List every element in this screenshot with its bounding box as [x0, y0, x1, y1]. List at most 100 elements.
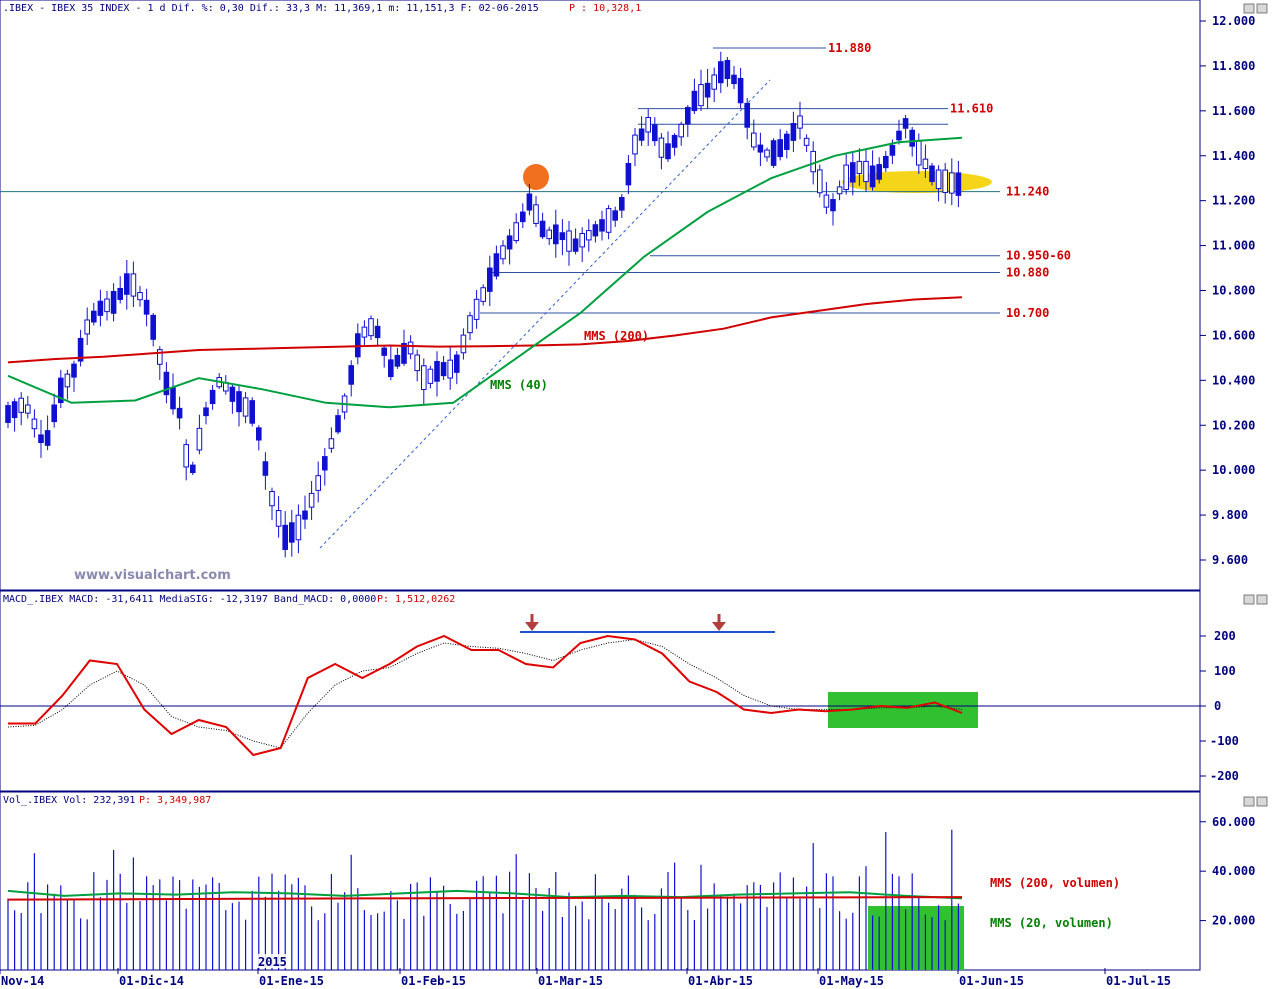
candle [110, 290, 117, 314]
minimize-button[interactable] [1243, 3, 1255, 14]
y-tick-label: 40.000 [1212, 864, 1255, 878]
y-tick-label: 60.000 [1212, 815, 1255, 829]
candle [883, 155, 889, 169]
candle [374, 325, 381, 339]
candle [203, 407, 209, 417]
y-tick-label: -200 [1210, 769, 1239, 783]
y-tick-label: 100 [1214, 664, 1236, 678]
candle [91, 310, 97, 323]
candle [704, 82, 711, 98]
candle [559, 232, 566, 241]
candle [731, 74, 737, 85]
candle [586, 230, 592, 241]
y-tick-label: 9.800 [1212, 508, 1248, 522]
candle [777, 139, 784, 158]
minimize-button[interactable] [1243, 796, 1255, 807]
candle [718, 61, 724, 84]
candle [176, 407, 183, 419]
candle [790, 123, 797, 141]
candle [454, 354, 460, 373]
candle [401, 342, 407, 364]
candle [421, 365, 427, 391]
candle [863, 160, 869, 183]
macd-header: MACD_.IBEX MACD: -31,6411 MediaSIG: -12,… [3, 594, 376, 605]
candle [553, 224, 559, 245]
candle [533, 204, 539, 224]
price-header: .IBEX - IBEX 35 INDEX - 1 d Dif. %: 0,30… [3, 3, 539, 14]
candle [757, 144, 764, 153]
candle [566, 230, 572, 252]
candle [764, 149, 770, 158]
candle [302, 510, 308, 520]
series-line [7, 136, 963, 409]
candle [724, 59, 731, 80]
candle [447, 359, 453, 379]
candle [520, 211, 526, 223]
candle [229, 386, 236, 402]
y-tick-label: 11.200 [1212, 194, 1255, 208]
candle [170, 387, 176, 410]
candle [361, 326, 368, 338]
maximize-button[interactable] [1256, 796, 1268, 807]
candle [770, 140, 777, 166]
candle [493, 253, 500, 277]
volume-header: Vol_.IBEX Vol: 232,391 [3, 795, 135, 806]
candle [737, 77, 744, 104]
candle [671, 134, 678, 148]
candle [242, 397, 249, 417]
maximize-button[interactable] [1256, 594, 1268, 605]
volume-ma20-label: MMS (20, volumen) [990, 916, 1113, 930]
candle [414, 354, 420, 372]
series-line [7, 896, 963, 901]
candle [348, 365, 354, 385]
candle [104, 298, 110, 313]
y-tick-label: -100 [1210, 734, 1239, 748]
candle [190, 464, 196, 474]
candle [322, 456, 328, 471]
candle [163, 371, 170, 396]
candle [407, 341, 414, 355]
y-tick-label: 200 [1214, 629, 1236, 643]
candle [262, 461, 269, 476]
candle [209, 389, 216, 405]
candle [572, 238, 579, 252]
y-tick-label: 10.800 [1212, 284, 1255, 298]
candle [797, 115, 803, 129]
candle [236, 391, 242, 413]
candle [427, 368, 434, 384]
y-tick-label: 10.400 [1212, 373, 1255, 387]
candle [269, 490, 275, 507]
candle [487, 267, 493, 292]
candle [658, 137, 665, 158]
candle [632, 134, 638, 155]
macd-header-value: P: 1,512,0262 [377, 594, 455, 605]
macd-panel [0, 590, 1201, 792]
candle [315, 475, 321, 491]
candle [955, 172, 962, 196]
macd-panel-buttons[interactable] [1243, 594, 1268, 605]
candle [467, 315, 473, 334]
level-label: 11.880 [828, 41, 871, 55]
y-tick-label: 10.600 [1212, 328, 1255, 342]
candle [335, 415, 341, 433]
candle [64, 373, 71, 388]
x-tick-label: 01-Feb-15 [401, 974, 466, 988]
price-panel-buttons[interactable] [1243, 3, 1268, 14]
level-label: 10.880 [1006, 266, 1049, 280]
candle [150, 314, 156, 340]
volume-panel-buttons[interactable] [1243, 796, 1268, 807]
candle [289, 522, 295, 543]
candle [480, 287, 486, 302]
candle [117, 287, 124, 300]
trend-line [319, 79, 771, 549]
candle [328, 438, 335, 449]
series-line [7, 889, 963, 900]
minimize-button[interactable] [1243, 594, 1255, 605]
y-tick-label: 11.600 [1212, 104, 1255, 118]
candle [665, 143, 671, 160]
y-tick-label: 11.000 [1212, 239, 1255, 253]
series-line [7, 638, 963, 749]
candle [71, 363, 77, 378]
maximize-button[interactable] [1256, 3, 1268, 14]
level-label: 11.610 [950, 102, 993, 116]
